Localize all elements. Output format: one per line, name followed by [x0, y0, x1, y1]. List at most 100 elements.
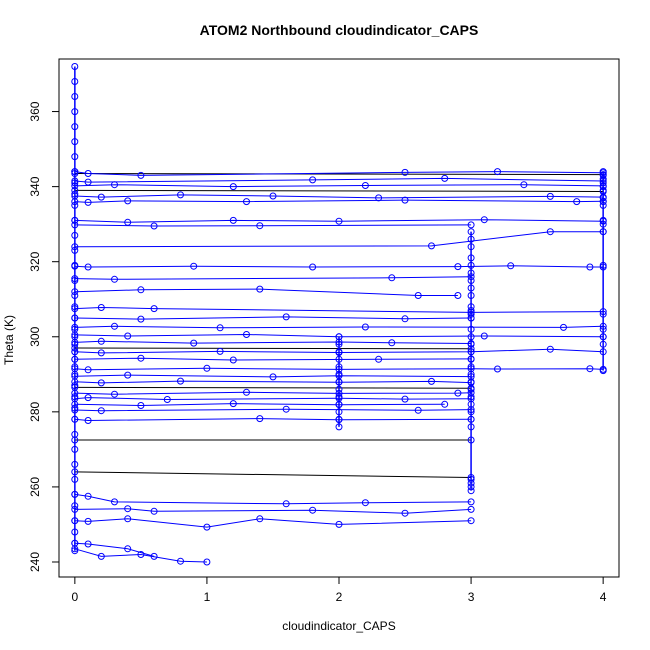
data-point: [216, 347, 224, 355]
data-point: [480, 216, 488, 224]
data-point: [599, 340, 607, 348]
series-line-23: [74, 374, 472, 378]
data-point: [84, 417, 92, 424]
data-point: [71, 93, 79, 100]
data-point: [599, 175, 607, 183]
data-point: [84, 492, 92, 500]
data-point: [375, 194, 383, 202]
series-line-7: [74, 199, 604, 203]
series-line-35: [74, 518, 472, 528]
data-point: [467, 363, 475, 371]
data-point: [150, 305, 158, 313]
data-point: [71, 216, 79, 224]
data-point: [441, 400, 449, 408]
data-point: [467, 370, 475, 378]
data-point: [282, 313, 290, 321]
series-line-26: [74, 391, 472, 395]
data-point: [467, 408, 475, 416]
data-point: [599, 220, 607, 228]
y-axis-label: Theta (K): [2, 315, 16, 365]
data-point: [467, 254, 475, 262]
data-point: [71, 393, 79, 401]
axes: 0 1 2 3 4 240 260 280 300 320 340 360: [28, 101, 607, 604]
data-point: [111, 322, 118, 330]
data-point: [71, 63, 79, 70]
data-point: [335, 363, 343, 371]
data-point: [124, 505, 132, 513]
data-point: [599, 201, 607, 209]
data-point: [203, 523, 211, 531]
data-point: [71, 277, 79, 284]
data-point: [335, 423, 343, 431]
data-point: [111, 181, 118, 189]
data-point: [84, 366, 92, 374]
data-point: [97, 379, 105, 387]
data-point: [467, 423, 475, 431]
data-point: [388, 274, 396, 282]
data-point: [71, 292, 79, 299]
data-point: [229, 400, 237, 408]
data-point: [71, 303, 79, 311]
data-point: [599, 194, 607, 202]
data-point: [71, 382, 79, 390]
series-line-14: [74, 306, 604, 313]
series-line-24: [74, 380, 472, 384]
data-point: [467, 235, 475, 243]
data-point: [467, 393, 475, 401]
data-point: [361, 323, 369, 331]
data-point: [203, 558, 211, 566]
data-point: [71, 333, 79, 341]
data-point: [467, 378, 475, 386]
data-point: [71, 168, 79, 176]
data-point: [467, 483, 475, 491]
data-point: [599, 333, 607, 341]
data-point: [454, 292, 462, 299]
data-point: [467, 487, 475, 495]
chart-title: ATOM2 Northbound cloudindicator_CAPS: [200, 22, 479, 38]
data-point: [84, 170, 92, 177]
data-point: [269, 192, 277, 200]
data-point: [361, 499, 369, 507]
data-point: [467, 277, 475, 284]
data-point: [467, 348, 475, 356]
data-point: [599, 186, 607, 194]
data-point: [71, 528, 79, 536]
series-line-22: [74, 367, 604, 371]
data-point: [137, 402, 145, 409]
data-point: [71, 261, 79, 269]
data-point: [71, 539, 79, 547]
data-point: [335, 408, 343, 416]
data-point: [97, 304, 105, 311]
data-point: [573, 198, 581, 206]
data-point: [599, 168, 607, 176]
data-point: [163, 396, 171, 403]
series-line-8: [74, 219, 604, 223]
data-point: [229, 356, 237, 364]
x-tick-label: 2: [336, 590, 343, 604]
data-point: [428, 377, 435, 385]
data-point: [71, 517, 79, 525]
data-point: [97, 337, 105, 345]
data-point: [599, 171, 607, 179]
series-line-3: [74, 177, 604, 183]
data-point: [546, 345, 554, 353]
data-point: [401, 168, 409, 176]
data-point: [71, 490, 79, 498]
data-point: [71, 502, 79, 510]
data-point: [137, 315, 145, 323]
data-point: [71, 363, 79, 371]
data-point: [480, 332, 488, 340]
y-tick-label: 360: [28, 101, 42, 121]
data-point: [586, 365, 594, 373]
data-point: [124, 332, 132, 340]
data-point: [71, 201, 79, 209]
data-point: [467, 325, 475, 333]
data-point: [467, 228, 475, 236]
data-point: [335, 370, 343, 378]
data-point: [150, 507, 158, 515]
series-line-13: [74, 288, 458, 296]
data-point: [586, 263, 594, 271]
data-point: [71, 370, 79, 378]
data-point: [467, 475, 475, 483]
data-point: [599, 367, 607, 375]
